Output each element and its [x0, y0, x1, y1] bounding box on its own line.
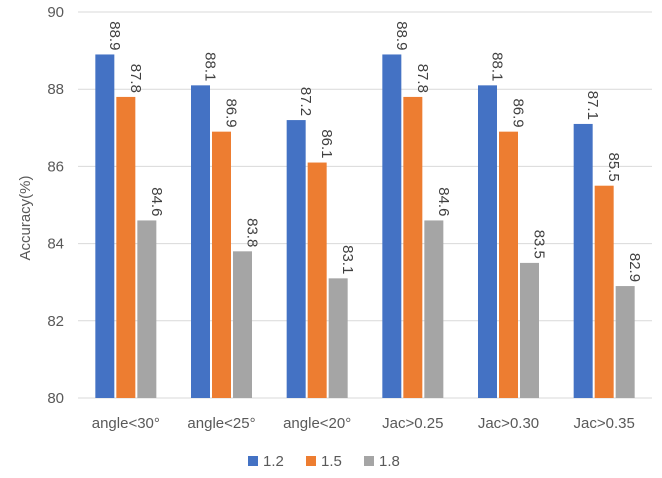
bars: [95, 54, 635, 399]
bar-series-1.2-2: [286, 120, 306, 398]
x-axis-ticks: angle<30° angle<25° angle<20° Jac>0.25 Jac>0…: [92, 415, 635, 432]
bar-series-1.8-2: [328, 278, 348, 398]
data-label: 87.8: [414, 64, 431, 93]
x-tick-label: angle<30°: [92, 415, 160, 432]
gridlines: [78, 11, 652, 399]
legend-swatch-1.5: [306, 456, 316, 466]
y-tick-label: 86: [47, 158, 64, 175]
data-label: 82.9: [626, 253, 643, 282]
x-tick-label: Jac>0.35: [574, 415, 635, 432]
data-label: 87.8: [127, 64, 144, 93]
data-label: 87.2: [297, 87, 314, 116]
bar-series-1.5-2: [307, 162, 327, 398]
y-tick-label: 80: [47, 390, 64, 407]
y-tick-label: 88: [47, 81, 64, 98]
bar-series-1.5-0: [116, 96, 136, 399]
data-label: 87.1: [584, 91, 601, 120]
bar-series-1.8-5: [615, 286, 635, 398]
bar-series-1.8-4: [520, 262, 539, 398]
bar-series-1.2-5: [573, 123, 593, 398]
bar-series-1.5-5: [594, 185, 614, 398]
data-label: 86.9: [223, 98, 240, 127]
legend-label: 1.8: [379, 453, 400, 470]
y-axis-ticks: 80 82 84 86 88 90: [47, 4, 64, 407]
data-label: 88.1: [489, 52, 506, 81]
x-tick-label: angle<20°: [283, 415, 351, 432]
bar-series-1.2-1: [191, 85, 210, 398]
data-label: 83.8: [244, 218, 261, 247]
bar-series-1.2-0: [95, 54, 115, 399]
x-tick-label: Jac>0.30: [478, 415, 539, 432]
legend-label: 1.2: [263, 453, 284, 470]
bar-series-1.8-0: [137, 220, 157, 398]
data-label: 88.1: [202, 52, 219, 81]
bar-series-1.8-3: [424, 220, 444, 398]
legend-label: 1.5: [321, 453, 342, 470]
y-tick-label: 84: [47, 236, 64, 253]
legend-swatch-1.8: [364, 456, 374, 466]
y-tick-label: 90: [47, 4, 64, 21]
data-label: 88.9: [393, 21, 410, 50]
x-tick-label: angle<25°: [187, 415, 255, 432]
legend-swatch-1.2: [248, 456, 258, 466]
data-label: 88.9: [106, 21, 123, 50]
bar-series-1.5-4: [499, 131, 518, 398]
y-axis-title: Accuracy(%): [17, 175, 34, 260]
legend: 1.2 1.5 1.8: [248, 453, 400, 470]
data-label: 85.5: [605, 152, 622, 181]
data-label: 83.1: [339, 245, 356, 274]
data-label: 84.6: [148, 187, 165, 216]
x-tick-label: Jac>0.25: [382, 415, 443, 432]
bar-series-1.8-1: [233, 251, 252, 398]
data-label: 86.1: [318, 129, 335, 158]
data-label: 86.9: [510, 98, 527, 127]
bar-series-1.5-1: [212, 131, 231, 398]
bar-series-1.2-4: [478, 85, 497, 398]
y-tick-label: 82: [47, 313, 64, 330]
bar-series-1.5-3: [403, 96, 423, 399]
bar-series-1.2-3: [382, 54, 402, 399]
data-label: 83.5: [531, 230, 548, 259]
data-labels: 88.987.884.688.186.983.887.286.183.188.9…: [106, 21, 643, 282]
data-label: 84.6: [435, 187, 452, 216]
